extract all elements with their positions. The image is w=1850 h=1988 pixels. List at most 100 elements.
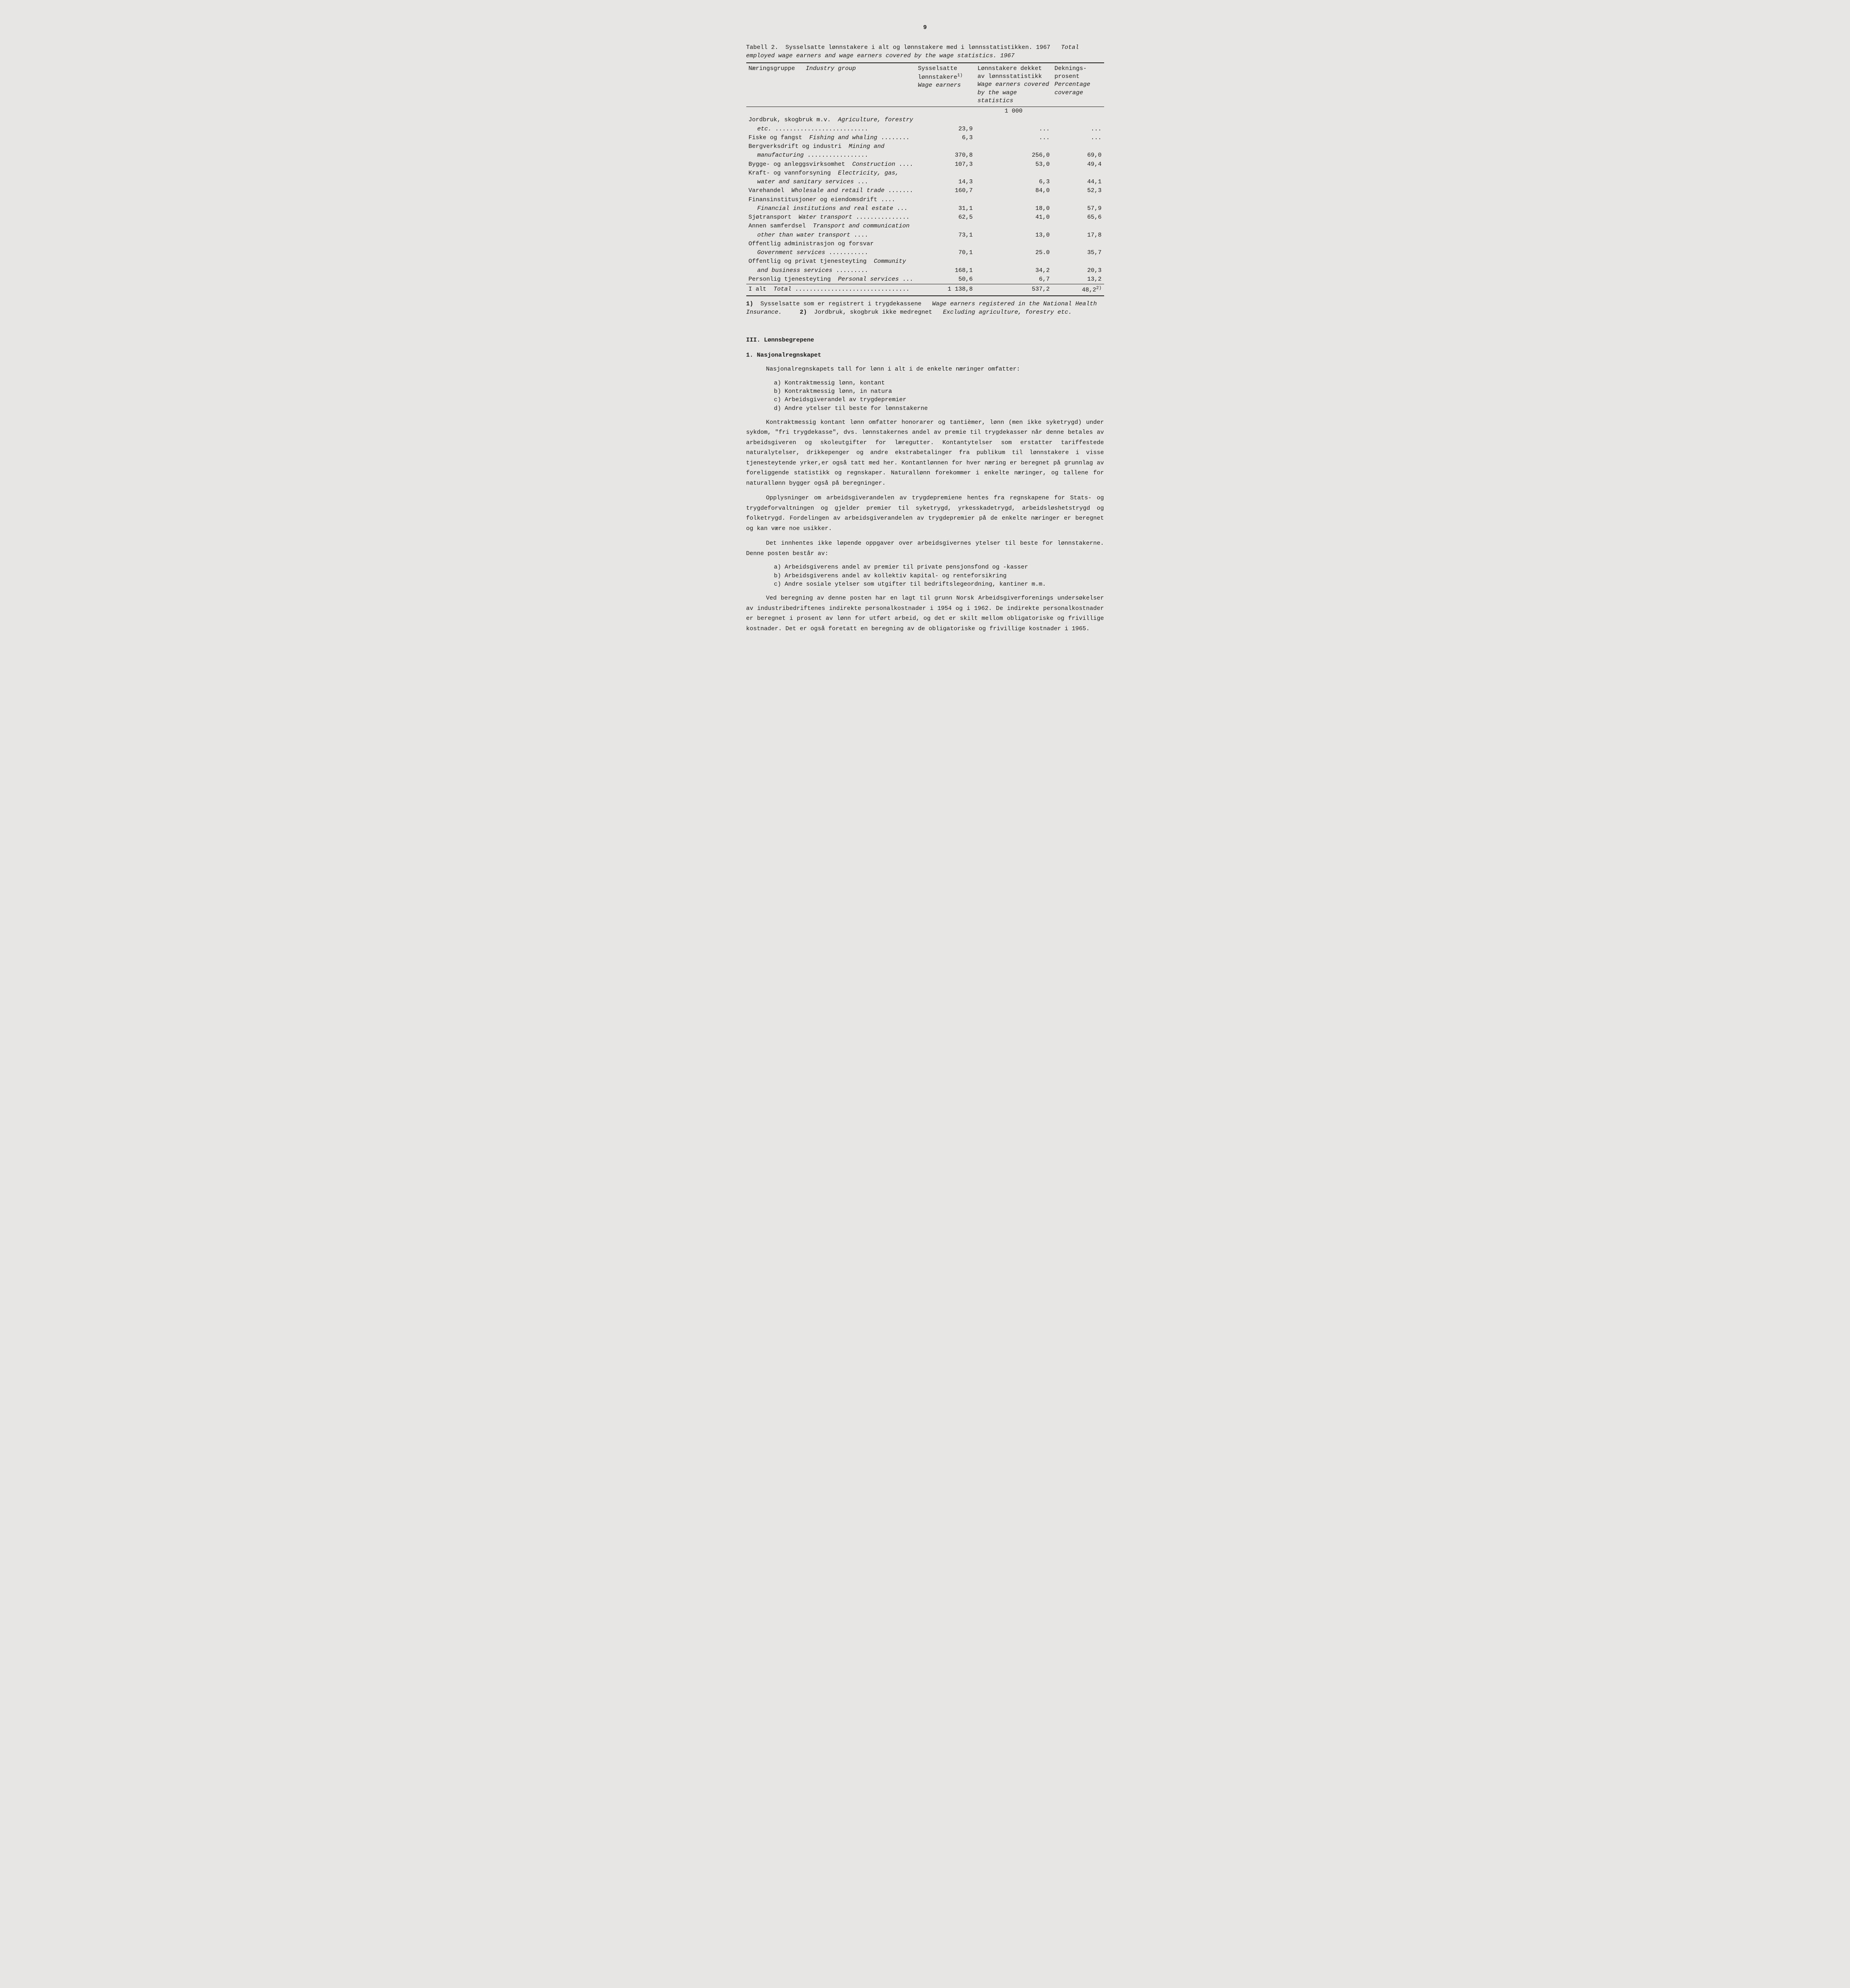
sub1-title: 1. Nasjonalregnskapet: [746, 351, 1104, 359]
table-row: Kraft- og vannforsyning Electricity, gas…: [746, 169, 1104, 178]
table-row: Bergverksdrift og industri Mining and: [746, 142, 1104, 151]
cell-value: 14,3: [916, 178, 975, 186]
table-row: Offentlig administrasjon og forsvar: [746, 240, 1104, 248]
para5: Ved beregning av denne posten har en lag…: [746, 593, 1104, 634]
list-item: a) Arbeidsgiverens andel av premier til …: [774, 563, 1104, 571]
row-label: Fiske og fangst Fishing and whaling ....…: [746, 134, 916, 142]
head-col4-eng2: coverage: [1054, 89, 1083, 96]
table-row: Personlig tjenesteyting Personal service…: [746, 275, 1104, 284]
cell-value: 25.0: [975, 248, 1052, 257]
row-label-cont: other than water transport ....: [746, 231, 916, 240]
fn1-num: 1): [746, 301, 753, 307]
row-label: Kraft- og vannforsyning Electricity, gas…: [746, 169, 916, 178]
cell-value: 49,4: [1052, 160, 1104, 169]
list1: a) Kontraktmessig lønn, kontantb) Kontra…: [746, 379, 1104, 413]
head-col2-eng: Wage earners: [918, 82, 961, 89]
row-label: Bygge- og anleggsvirksomhet Construction…: [746, 160, 916, 169]
cell-value: 370,8: [916, 151, 975, 160]
list-item: c) Andre sosiale ytelser som utgifter ti…: [774, 580, 1104, 588]
table-row: etc. ..........................23,9.....…: [746, 125, 1104, 134]
cell-value: 70,1: [916, 248, 975, 257]
table-caption: Tabell 2. Sysselsatte lønnstakere i alt …: [746, 44, 1104, 60]
head-col1: Næringsgruppe Industry group: [746, 63, 916, 107]
cell-value: ...: [975, 125, 1052, 134]
cell-value: 41,0: [975, 213, 1052, 222]
row-label: Offentlig administrasjon og forsvar: [746, 240, 916, 248]
cell-value: 18,0: [975, 204, 1052, 213]
cell-value: 44,1: [1052, 178, 1104, 186]
row-label: Varehandel Wholesale and retail trade ..…: [746, 186, 916, 195]
unit-label: 1 000: [975, 107, 1052, 116]
head-col4-l2: prosent: [1054, 73, 1079, 80]
table-row: Sjøtransport Water transport ...........…: [746, 213, 1104, 222]
cell-value: ...: [1052, 134, 1104, 142]
table-row: Financial institutions and real estate .…: [746, 204, 1104, 213]
table-row: Fiske og fangst Fishing and whaling ....…: [746, 134, 1104, 142]
para1: Nasjonalregnskapets tall for lønn i alt …: [746, 364, 1104, 375]
cell-value: 48,22): [1052, 284, 1104, 296]
row-label: Annen samferdsel Transport and communica…: [746, 222, 916, 231]
list-item: b) Arbeidsgiverens andel av kollektiv ka…: [774, 572, 1104, 580]
caption-label: Tabell 2.: [746, 44, 778, 51]
table-row: and business services .........168,134,2…: [746, 266, 1104, 275]
table-row: Bygge- og anleggsvirksomhet Construction…: [746, 160, 1104, 169]
head-col2-l1: Sysselsatte: [918, 65, 957, 72]
cell-value: ...: [1052, 125, 1104, 134]
head-col1-nor: Næringsgruppe: [749, 65, 795, 72]
para2: Kontraktmessig kontant lønn omfatter hon…: [746, 417, 1104, 489]
table-2: Næringsgruppe Industry group Sysselsatte…: [746, 62, 1104, 297]
cell-value: 31,1: [916, 204, 975, 213]
cell-value: 57,9: [1052, 204, 1104, 213]
list-item: d) Andre ytelser til beste for lønnstake…: [774, 405, 1104, 413]
row-label-cont: water and sanitary services ...: [746, 178, 916, 186]
head-col3-eng1: Wage earners covered: [977, 81, 1049, 88]
table-row: Annen samferdsel Transport and communica…: [746, 222, 1104, 231]
para4: Det innhentes ikke løpende oppgaver over…: [746, 538, 1104, 559]
table-row: Jordbruk, skogbruk m.v. Agriculture, for…: [746, 116, 1104, 124]
row-label: Sjøtransport Water transport ...........…: [746, 213, 916, 222]
list-item: a) Kontraktmessig lønn, kontant: [774, 379, 1104, 387]
cell-value: 6,3: [975, 178, 1052, 186]
cell-value: 50,6: [916, 275, 975, 284]
cell-value: 1 138,8: [916, 284, 975, 296]
cell-value: 160,7: [916, 186, 975, 195]
head-col4-l1: Deknings-: [1054, 65, 1087, 72]
fn2-eng: Excluding agriculture, forestry etc.: [943, 309, 1072, 316]
cell-value: 20,3: [1052, 266, 1104, 275]
para3: Opplysninger om arbeidsgiverandelen av t…: [746, 493, 1104, 534]
row-label: Personlig tjenesteyting Personal service…: [746, 275, 916, 284]
row-label-cont: Financial institutions and real estate .…: [746, 204, 916, 213]
page-number: 9: [746, 24, 1104, 32]
head-col2-l2: lønnstakere: [918, 74, 957, 81]
row-label-cont: manufacturing .................: [746, 151, 916, 160]
fn1-nor: Sysselsatte som er registrert i trygdeka…: [761, 301, 922, 307]
table-row: other than water transport ....73,113,01…: [746, 231, 1104, 240]
cell-value: 537,2: [975, 284, 1052, 296]
total-label: I alt Total ............................…: [746, 284, 916, 296]
cell-value: 13,0: [975, 231, 1052, 240]
table-row: Offentlig og privat tjenesteyting Commun…: [746, 257, 1104, 266]
head-col1-eng: Industry group: [806, 65, 856, 72]
head-col2: Sysselsatte lønnstakere1) Wage earners: [916, 63, 975, 107]
cell-value: 168,1: [916, 266, 975, 275]
cell-value: 53,0: [975, 160, 1052, 169]
cell-value: 73,1: [916, 231, 975, 240]
cell-value: 35,7: [1052, 248, 1104, 257]
cell-value: 13,2: [1052, 275, 1104, 284]
row-label: Bergverksdrift og industri Mining and: [746, 142, 916, 151]
list2: a) Arbeidsgiverens andel av premier til …: [746, 563, 1104, 588]
head-col3: Lønnstakere dekket av lønnsstatistikk Wa…: [975, 63, 1052, 107]
head-col3-eng2: by the wage statistics: [977, 89, 1017, 104]
section-3-title: III. Lønnsbegrepene: [746, 336, 1104, 344]
table-row: water and sanitary services ...14,36,344…: [746, 178, 1104, 186]
row-label: Offentlig og privat tjenesteyting Commun…: [746, 257, 916, 266]
row-label-cont: etc. ..........................: [746, 125, 916, 134]
table-row: Varehandel Wholesale and retail trade ..…: [746, 186, 1104, 195]
table-row: Finansinstitusjoner og eiendomsdrift ...…: [746, 196, 1104, 204]
cell-value: ...: [975, 134, 1052, 142]
caption-nor: Sysselsatte lønnstakere i alt og lønnsta…: [786, 44, 1050, 51]
cell-value: 84,0: [975, 186, 1052, 195]
row-label-cont: Government services ...........: [746, 248, 916, 257]
head-col4: Deknings- prosent Percentage coverage: [1052, 63, 1104, 107]
list-item: b) Kontraktmessig lønn, in natura: [774, 388, 1104, 396]
